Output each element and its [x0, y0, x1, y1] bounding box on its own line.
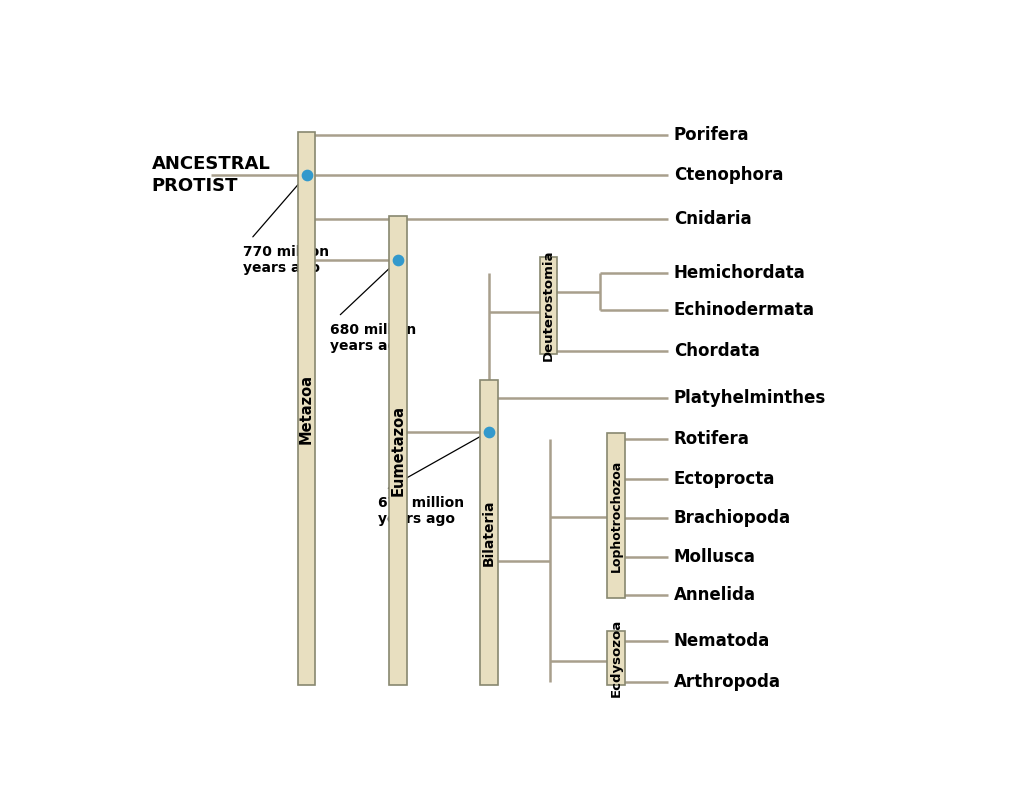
Text: Porifera: Porifera: [674, 126, 750, 144]
Text: Eumetazoa: Eumetazoa: [390, 405, 406, 496]
Text: Brachiopoda: Brachiopoda: [674, 510, 792, 527]
Text: Echinodermata: Echinodermata: [674, 302, 815, 319]
Text: Ctenophora: Ctenophora: [674, 166, 783, 183]
Text: Chordata: Chordata: [674, 342, 760, 360]
FancyBboxPatch shape: [607, 433, 625, 599]
FancyBboxPatch shape: [607, 631, 625, 685]
FancyBboxPatch shape: [480, 380, 498, 685]
Text: Metazoa: Metazoa: [299, 374, 314, 444]
Point: [481, 426, 498, 438]
Text: Cnidaria: Cnidaria: [674, 210, 752, 228]
Text: Nematoda: Nematoda: [674, 632, 770, 649]
Text: Rotifera: Rotifera: [674, 430, 750, 448]
Text: Mollusca: Mollusca: [674, 548, 756, 566]
Text: Platyhelminthes: Platyhelminthes: [674, 389, 826, 407]
Text: Deuterostomia: Deuterostomia: [542, 250, 555, 361]
Text: 770 million
years ago: 770 million years ago: [243, 245, 329, 276]
FancyBboxPatch shape: [540, 257, 557, 354]
Text: Annelida: Annelida: [674, 587, 756, 604]
FancyBboxPatch shape: [389, 216, 407, 685]
Text: Bilateria: Bilateria: [482, 499, 496, 565]
Text: Ectoprocta: Ectoprocta: [674, 469, 775, 488]
Text: Ecdysozoa: Ecdysozoa: [609, 619, 623, 697]
Text: 670 million
years ago: 670 million years ago: [378, 495, 464, 526]
Point: [389, 254, 406, 267]
FancyBboxPatch shape: [298, 132, 315, 685]
Text: 680 million
years ago: 680 million years ago: [331, 322, 417, 353]
Text: Hemichordata: Hemichordata: [674, 264, 806, 282]
Text: ANCESTRAL
PROTIST: ANCESTRAL PROTIST: [152, 155, 270, 195]
Text: Arthropoda: Arthropoda: [674, 673, 781, 692]
Point: [298, 168, 314, 181]
Text: Lophotrochozoa: Lophotrochozoa: [609, 460, 623, 572]
